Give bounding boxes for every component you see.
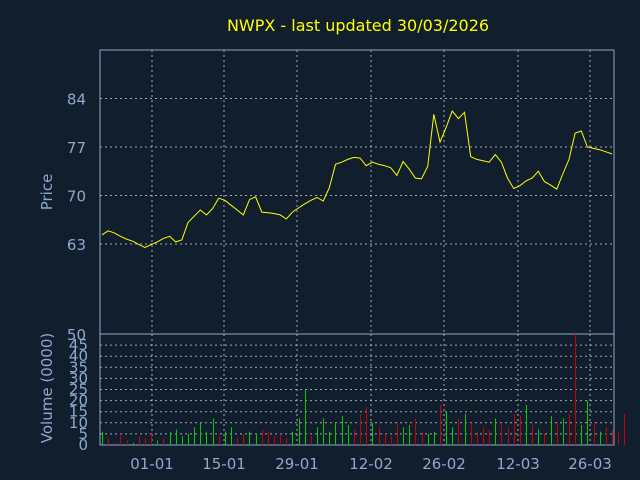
x-tick-label: 26-03 — [568, 455, 612, 473]
price-axis-label: Price — [38, 174, 56, 211]
x-tick-label: 15-01 — [202, 455, 246, 473]
x-tick-label: 12-03 — [496, 455, 540, 473]
volume-tick-label: 40 — [69, 347, 88, 365]
price-tick-label: 63 — [67, 236, 86, 254]
price-points — [101, 110, 612, 248]
volume-axis-label: Volume (0000) — [38, 333, 56, 443]
price-tick-label: 77 — [67, 139, 86, 157]
x-tick-label: 01-01 — [130, 455, 174, 473]
price-line — [101, 110, 613, 248]
volume-tick-label: 30 — [69, 369, 88, 387]
price-tick-label: 50 — [67, 326, 86, 344]
x-tick-label: 29-01 — [275, 455, 319, 473]
x-tick-label: 26-02 — [422, 455, 466, 473]
price-tick-label: 70 — [67, 187, 86, 205]
price-tick-label: 84 — [67, 90, 86, 108]
price-grid — [100, 50, 614, 334]
volume-tick-label: 45 — [69, 336, 88, 354]
volume-bars — [102, 334, 625, 445]
volume-tick-label: 20 — [69, 392, 88, 410]
volume-grid — [100, 334, 614, 445]
volume-panel-frame — [99, 333, 615, 446]
price-panel-frame — [99, 49, 615, 335]
x-ticks: 01-01 15-01 29-01 12-02 26-02 12-03 26-03 — [130, 455, 612, 473]
volume-tick-label: 15 — [69, 403, 88, 421]
volume-tick-label: 10 — [69, 414, 88, 432]
x-tick-label: 12-02 — [349, 455, 393, 473]
volume-tick-label: 25 — [69, 381, 88, 399]
chart-title: NWPX - last updated 30/03/2026 — [227, 16, 489, 35]
price-y-ticks: 84 77 70 63 50 — [67, 90, 86, 344]
volume-tick-label: 5 — [78, 425, 88, 443]
volume-tick-label: 0 — [78, 436, 88, 454]
volume-tick-label: 35 — [69, 358, 88, 376]
